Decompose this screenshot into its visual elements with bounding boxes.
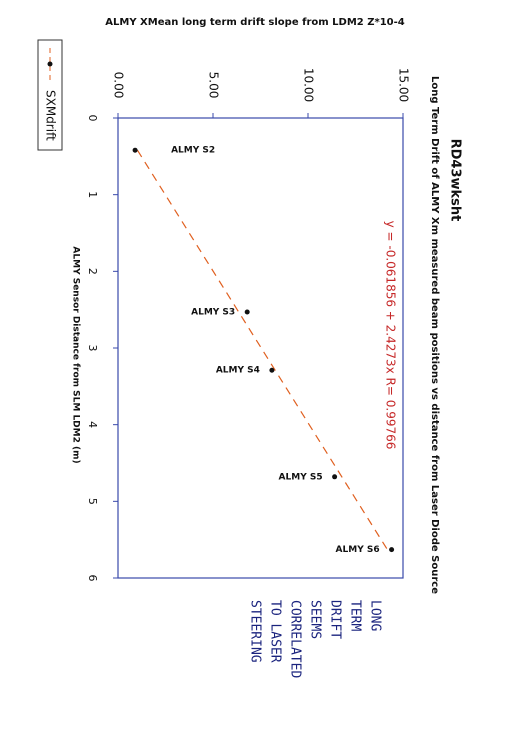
y-tick-label: 5.00 (207, 72, 221, 99)
point (269, 367, 275, 373)
legend-box (37, 39, 63, 151)
x-tick-label: 3 (86, 345, 99, 352)
point-label: ALMY S3 (191, 307, 235, 317)
x-tick-label: 2 (86, 268, 99, 275)
handwritten-note: TERM (348, 600, 363, 631)
point (132, 147, 138, 153)
point (389, 547, 395, 553)
chart-title: Long Term Drift of ALMY Xm measured beam… (429, 76, 440, 594)
x-tick-label: 6 (86, 575, 99, 582)
handwritten-note: DRIFT (328, 600, 343, 639)
x-tick-label: 0 (86, 115, 99, 122)
x-tick-label: 1 (86, 191, 99, 198)
legend-marker (47, 61, 53, 67)
handwritten-note: LONG (368, 600, 383, 631)
x-axis-label: ALMY Sensor Distance from SLM LDM2 (m) (71, 246, 81, 463)
handwritten-note: CORRELATED (288, 600, 303, 678)
point-label: ALMY S4 (216, 366, 260, 376)
y-tick-label: 15.00 (397, 68, 411, 102)
point (332, 474, 338, 480)
sheet-name: RD43wksht (448, 139, 463, 222)
x-tick-label: 5 (86, 498, 99, 505)
page-title: ALMY XMean long term drift slope from LD… (105, 17, 404, 28)
handwritten-note: TO LASER (268, 600, 283, 663)
point-label: ALMY S2 (171, 146, 215, 156)
point (244, 309, 250, 315)
handwritten-note: STEERING (248, 600, 263, 663)
legend-label: SXMdrift (44, 90, 58, 141)
y-tick-label: 0.00 (112, 72, 126, 99)
trend-annotation: y = -0.061856 + 2.4273x R= 0.99766 (384, 221, 398, 450)
handwritten-note: SEEMS (308, 600, 323, 639)
point-label: ALMY S5 (279, 472, 323, 482)
y-tick-label: 10.00 (302, 68, 316, 102)
x-tick-label: 4 (86, 421, 99, 428)
trend-line (136, 149, 388, 550)
point-label: ALMY S6 (336, 545, 380, 555)
